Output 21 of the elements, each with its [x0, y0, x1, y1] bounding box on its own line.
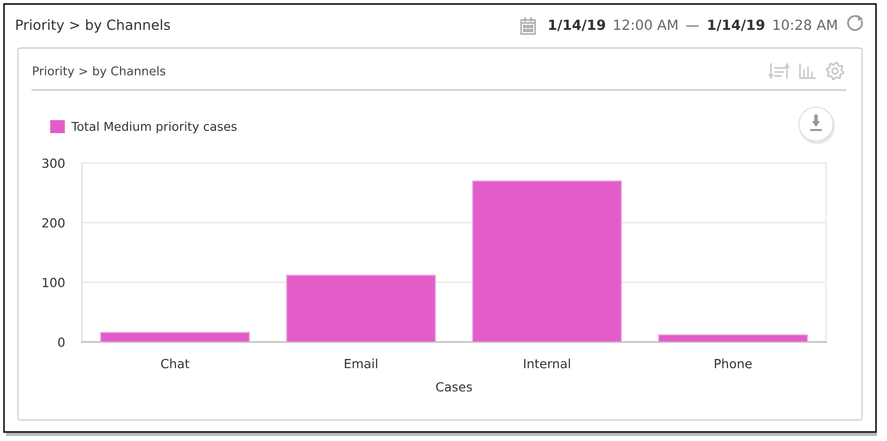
x-tick-label: Phone	[714, 358, 752, 368]
x-tick-label: Email	[344, 358, 378, 368]
bar	[472, 180, 622, 342]
chart-subtitle: Priority > by Channels	[33, 66, 166, 78]
bar	[658, 334, 808, 342]
text: 10:28 AM	[774, 20, 837, 30]
x-axis-title: Cases	[436, 382, 472, 392]
y-tick-label: 200	[42, 218, 65, 228]
legend-label: Total Medium priority cases	[71, 122, 237, 134]
x-tick-label: Chat	[161, 358, 190, 368]
bar	[286, 274, 436, 342]
text: 1/14/19	[708, 20, 764, 32]
y-tick-label: 0	[58, 337, 65, 347]
text: 12:00 AM	[614, 20, 678, 30]
text: —	[686, 26, 699, 27]
chart-title: Priority > by Channels	[16, 19, 170, 33]
y-tick-label: 300	[42, 158, 65, 168]
text: 1/14/19	[549, 20, 606, 32]
bar	[100, 332, 250, 342]
y-tick-label: 100	[42, 278, 65, 288]
x-tick-label: Internal	[524, 358, 570, 368]
